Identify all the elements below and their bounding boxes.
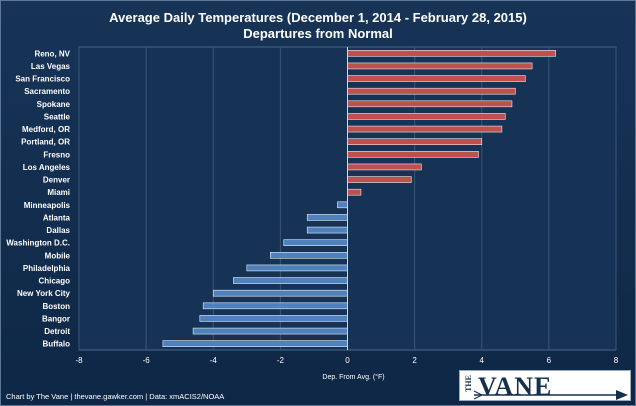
category-label: Atlanta [43, 213, 71, 222]
x-tick-label: -2 [277, 356, 285, 365]
x-tick-label: -6 [143, 356, 151, 365]
category-label: Los Angeles [23, 163, 71, 172]
bar [347, 176, 412, 183]
chart-subtitle: Departures from Normal [243, 26, 393, 41]
bar [337, 201, 348, 209]
bar [306, 214, 348, 221]
x-tick-label: 0 [345, 356, 350, 365]
bar [347, 151, 479, 158]
the-vane-logo: THE VANE [459, 370, 631, 401]
bar [306, 226, 348, 234]
bar [347, 163, 422, 171]
x-tick-label: 6 [547, 356, 552, 365]
bar [199, 315, 348, 322]
credit-line: Chart by The Vane | thevane.gawker.com |… [6, 392, 225, 401]
bar [192, 327, 348, 335]
logo-vane-text: VANE [478, 372, 553, 401]
x-tick-label: 8 [614, 356, 619, 365]
category-label: Spokane [37, 100, 71, 109]
category-label: Washington D.C. [6, 239, 70, 248]
bar [270, 252, 348, 259]
category-label: Mobile [45, 251, 71, 260]
x-tick-label: -4 [210, 356, 218, 365]
bar [347, 87, 516, 95]
category-label: Miami [47, 188, 70, 197]
category-label: Denver [43, 176, 70, 185]
category-label: San Francisco [15, 75, 70, 84]
category-label: Las Vegas [31, 62, 71, 71]
bar [347, 188, 362, 196]
category-label: Buffalo [42, 340, 70, 349]
bar [347, 50, 556, 57]
category-label: New York City [17, 289, 71, 298]
category-label: Detroit [44, 327, 70, 336]
bar [233, 277, 348, 284]
category-label: Portland, OR [21, 138, 70, 147]
category-label: Reno, NV [34, 49, 70, 58]
bar [246, 264, 348, 272]
x-tick-label: 2 [412, 356, 417, 365]
bar [347, 100, 513, 108]
bar [347, 113, 506, 120]
x-axis-label: Dep. From Avg. (°F) [322, 373, 384, 381]
x-tick-label: -8 [75, 356, 83, 365]
bar [202, 302, 348, 310]
category-label: Sacramento [24, 87, 70, 96]
bar [283, 239, 348, 246]
chart-title: Average Daily Temperatures (December 1, … [109, 10, 527, 25]
category-label: Fresno [43, 150, 70, 159]
category-label: Chicago [38, 277, 70, 286]
category-label: Boston [42, 302, 70, 311]
bar [347, 75, 526, 82]
bar [162, 340, 348, 347]
bar [347, 62, 533, 70]
category-label: Dallas [46, 226, 70, 235]
bar [212, 289, 348, 297]
category-label: Bangor [42, 314, 70, 323]
category-label: Minneapolis [24, 201, 71, 210]
category-label: Medford, OR [22, 125, 70, 134]
bar [347, 138, 483, 145]
category-label: Seattle [44, 112, 71, 121]
bar [347, 125, 503, 133]
vane-arrow-icon [473, 390, 628, 400]
category-label: Philadelphia [23, 264, 71, 273]
x-tick-label: 4 [480, 356, 485, 365]
